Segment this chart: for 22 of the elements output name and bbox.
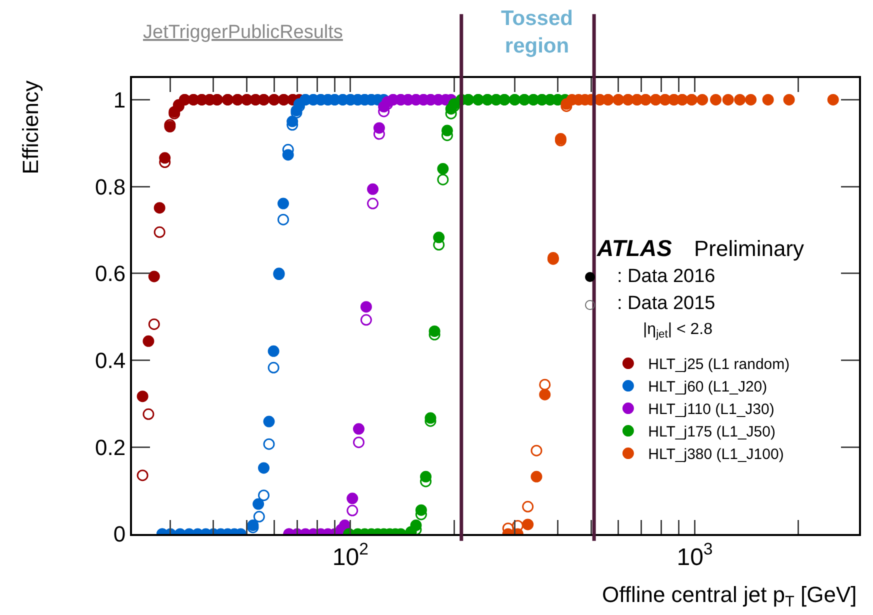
x-axis-title: Offline central jet p$_{T}$ [GeV] — [602, 582, 857, 611]
annotation: ATLAS — [596, 235, 673, 261]
x-tick-label: 10$^{3}$ — [676, 540, 713, 571]
text: Tossed region — [501, 7, 573, 58]
legend-label: HLT_j175 (L1_J50) — [648, 424, 776, 441]
annotation: : Data 2015 — [617, 293, 716, 314]
y-tick-label: 0.2 — [95, 434, 126, 460]
text: JetTriggerPublicResults — [143, 22, 343, 43]
annotation: |η$_{jet}$| < 2.8 — [643, 321, 713, 340]
legend-label: HLT_j380 (L1_J100) — [648, 446, 784, 464]
legend-label: HLT_j25 (L1 random) — [648, 356, 790, 374]
legend-label: HLT_j110 (L1_J30) — [648, 401, 774, 418]
y-tick-label: 0.4 — [95, 348, 126, 373]
y-tick-label: 1 — [113, 87, 126, 112]
annotation: Preliminary — [694, 236, 804, 261]
y-tick-label: 0.6 — [95, 261, 126, 286]
y-tick-label: 0.8 — [95, 174, 126, 200]
x-tick-label: 10$^{2}$ — [332, 540, 368, 571]
y-tick-label: 0 — [113, 522, 126, 547]
y-axis-title: Efficiency — [18, 80, 44, 174]
legend-label: HLT_j60 (L1_J20) — [648, 378, 768, 396]
annotation: : Data 2016 — [617, 266, 716, 287]
